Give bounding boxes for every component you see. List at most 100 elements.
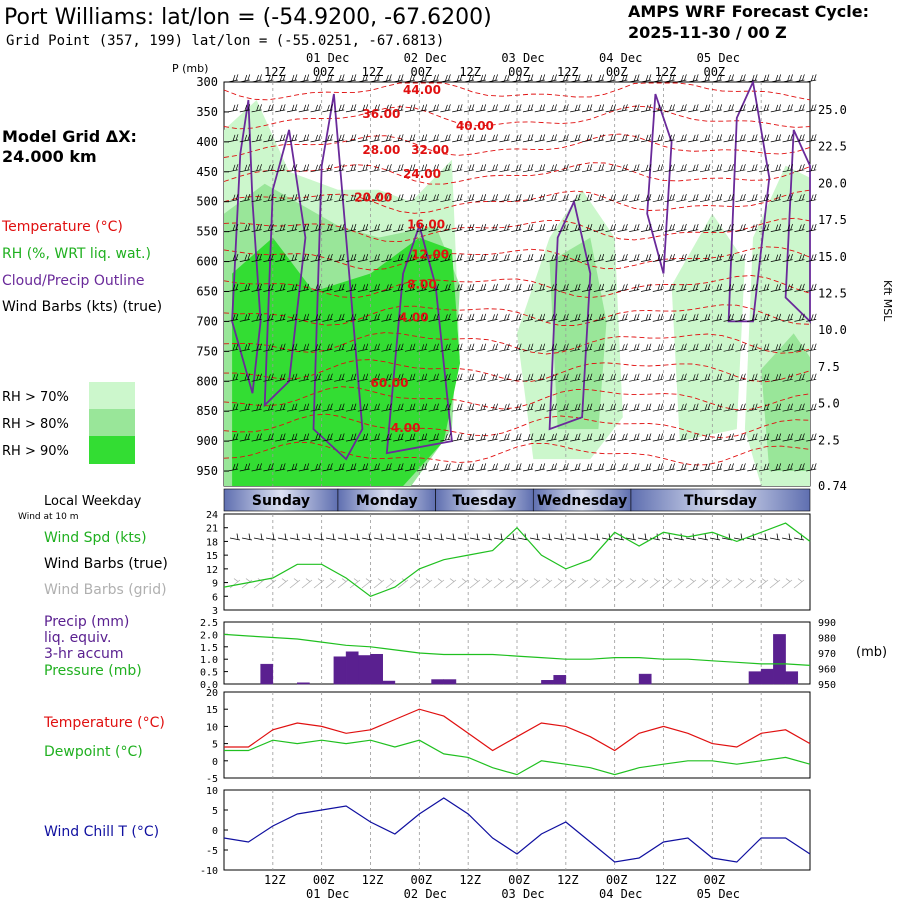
- grid-wind-barb: [709, 578, 721, 589]
- wind-barb: [310, 164, 321, 173]
- wind-barb: [711, 104, 723, 113]
- wind-barb: [511, 104, 522, 113]
- wind-barb: [404, 134, 416, 143]
- rh80-area-4: [761, 333, 810, 471]
- wind-barb: [310, 433, 321, 442]
- wind-barb: [440, 223, 451, 232]
- wind-barb: [381, 253, 392, 262]
- wind-barb: [416, 74, 428, 83]
- wind-barb: [711, 223, 723, 232]
- wind-barb: [286, 164, 298, 173]
- wind-barb: [381, 283, 392, 292]
- wind-barb: [487, 74, 498, 83]
- wind-barb: [452, 463, 463, 472]
- wind-barb: [275, 253, 286, 262]
- grid-wind-barb: [781, 578, 793, 589]
- wind-barb: [263, 463, 274, 472]
- wind-barb: [416, 104, 428, 113]
- wind-barb: [463, 253, 475, 262]
- wind-barb: [404, 433, 416, 442]
- wind-barb: [428, 283, 439, 292]
- wind-barb: [688, 74, 699, 83]
- wind-barb: [617, 104, 628, 113]
- wind-barb: [251, 104, 262, 113]
- wind-barb: [310, 74, 321, 83]
- panel-tick-label: 5: [212, 740, 218, 751]
- wind-barb: [393, 373, 404, 382]
- temperature-contour: [223, 82, 811, 101]
- wind-barb: [511, 283, 522, 292]
- wind-barb: [334, 283, 345, 292]
- wind-barb: [440, 403, 451, 412]
- wind-barb: [452, 373, 463, 382]
- precip-panel: 2.52.0 1.51.0 0.50.0 990 980 970 960 950: [200, 618, 836, 691]
- wind-barb: [310, 104, 321, 113]
- precip-label-3: 3-hr accum: [44, 646, 124, 662]
- surface-wind-barb: [265, 533, 277, 541]
- wind-barb: [617, 343, 628, 352]
- wind-barb: [475, 164, 487, 173]
- wind-barb: [806, 373, 817, 382]
- pressure-tick-label: 700: [196, 314, 218, 328]
- grid-wind-barb: [421, 578, 433, 589]
- wind-barb: [404, 164, 416, 173]
- wind-barb: [416, 223, 428, 232]
- precip-bar: [785, 671, 799, 685]
- wind-barb: [263, 223, 274, 232]
- wind-barb: [334, 343, 345, 352]
- wind-barb: [546, 74, 557, 83]
- wind-barb: [676, 223, 687, 232]
- wind-barb: [711, 343, 723, 352]
- wind-speed-line: [223, 522, 811, 597]
- wind-barb: [275, 463, 286, 472]
- wind-barb: [298, 403, 310, 412]
- hour-label: 12Z: [557, 65, 579, 79]
- wind-barb: [652, 433, 664, 442]
- legend-wind: Wind Barbs (kts) (true): [2, 299, 162, 315]
- wind-barb: [227, 373, 239, 382]
- wind-barb: [487, 463, 498, 472]
- wind-barb: [475, 134, 487, 143]
- wind-barb: [227, 433, 239, 442]
- height-tick-label: 17.5: [818, 213, 847, 227]
- wind-barb: [428, 223, 439, 232]
- wind-barb: [322, 104, 333, 113]
- wind-barb: [558, 433, 569, 442]
- surface-wind-barb: [409, 533, 421, 541]
- grid-wind-barb: [289, 578, 301, 589]
- wind-barb: [286, 433, 298, 442]
- wind-barb: [782, 134, 793, 143]
- wind-barb: [310, 313, 321, 322]
- wind-barb: [770, 193, 782, 203]
- panel-tick-label: 0: [212, 826, 218, 837]
- wind-barb: [298, 253, 310, 262]
- wind-barb: [629, 373, 640, 382]
- wind-barb: [522, 223, 534, 232]
- wind-barb: [699, 104, 711, 113]
- wind-barb: [758, 433, 770, 442]
- wind-barb: [310, 463, 321, 472]
- wind-barb: [664, 313, 675, 322]
- wind-barb: [534, 343, 546, 352]
- wind-barb: [239, 433, 251, 442]
- wind-barb: [617, 283, 628, 292]
- wind-barb: [735, 164, 746, 173]
- wind-barb: [227, 313, 239, 322]
- wind-barb: [475, 193, 487, 203]
- wind-barb: [794, 164, 805, 173]
- wind-barb: [322, 283, 333, 292]
- wind-barb: [723, 283, 734, 292]
- wind-barb: [263, 193, 274, 203]
- wind-barb: [499, 164, 510, 173]
- pressure-tick-label: 500: [196, 195, 218, 209]
- wind-barb: [747, 253, 758, 262]
- wind-barb: [593, 134, 605, 143]
- wind-barb: [676, 253, 687, 262]
- wind-barb: [699, 313, 711, 322]
- wind-barb: [345, 463, 357, 472]
- wind-barb: [404, 373, 416, 382]
- hour-label: 00Z: [606, 873, 628, 887]
- wind-barb: [534, 253, 546, 262]
- surface-wind-barb: [373, 533, 385, 541]
- wind-barb: [393, 193, 404, 203]
